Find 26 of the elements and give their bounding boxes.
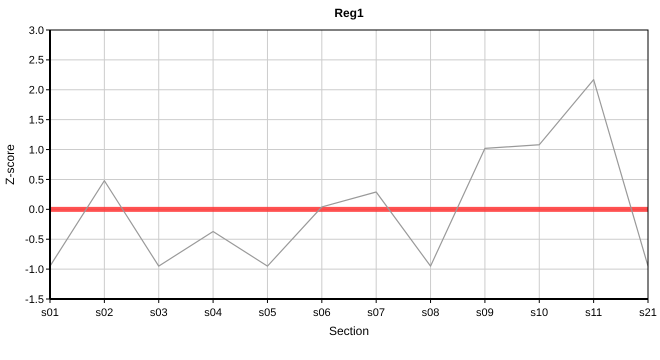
- y-tick-label: 1.5: [28, 114, 44, 127]
- y-tick-label: 2.0: [28, 84, 44, 97]
- x-tick-label: s01: [41, 307, 59, 319]
- chart-title: Reg1: [334, 6, 364, 20]
- x-tick-label: s09: [476, 307, 494, 319]
- x-tick-label: s10: [530, 307, 548, 319]
- y-tick-label: 3.0: [28, 24, 44, 37]
- x-tick-label: s08: [422, 307, 440, 319]
- y-axis-title: Z-score: [3, 144, 17, 185]
- y-tick-label: 2.5: [28, 54, 44, 67]
- line-series: [49, 79, 649, 267]
- y-tick-label: -1.0: [25, 264, 44, 276]
- x-axis-title: Section: [328, 324, 370, 338]
- y-tick-label: 0.0: [28, 204, 44, 216]
- x-tick-label: s11: [585, 307, 602, 319]
- y-tick-label: -0.5: [25, 234, 44, 246]
- x-tick-label: s21: [639, 307, 657, 319]
- x-tick-label: s07: [367, 307, 386, 319]
- x-tick-label: s03: [150, 307, 168, 319]
- x-tick-label: s04: [204, 307, 222, 319]
- y-tick-label: 0.5: [28, 174, 44, 186]
- x-tick-label: s02: [95, 307, 114, 319]
- y-tick-label: 1.0: [28, 144, 44, 156]
- x-tick-label: s06: [312, 307, 331, 319]
- x-tick-label: s05: [258, 307, 276, 319]
- y-tick-label: -1.5: [25, 294, 44, 306]
